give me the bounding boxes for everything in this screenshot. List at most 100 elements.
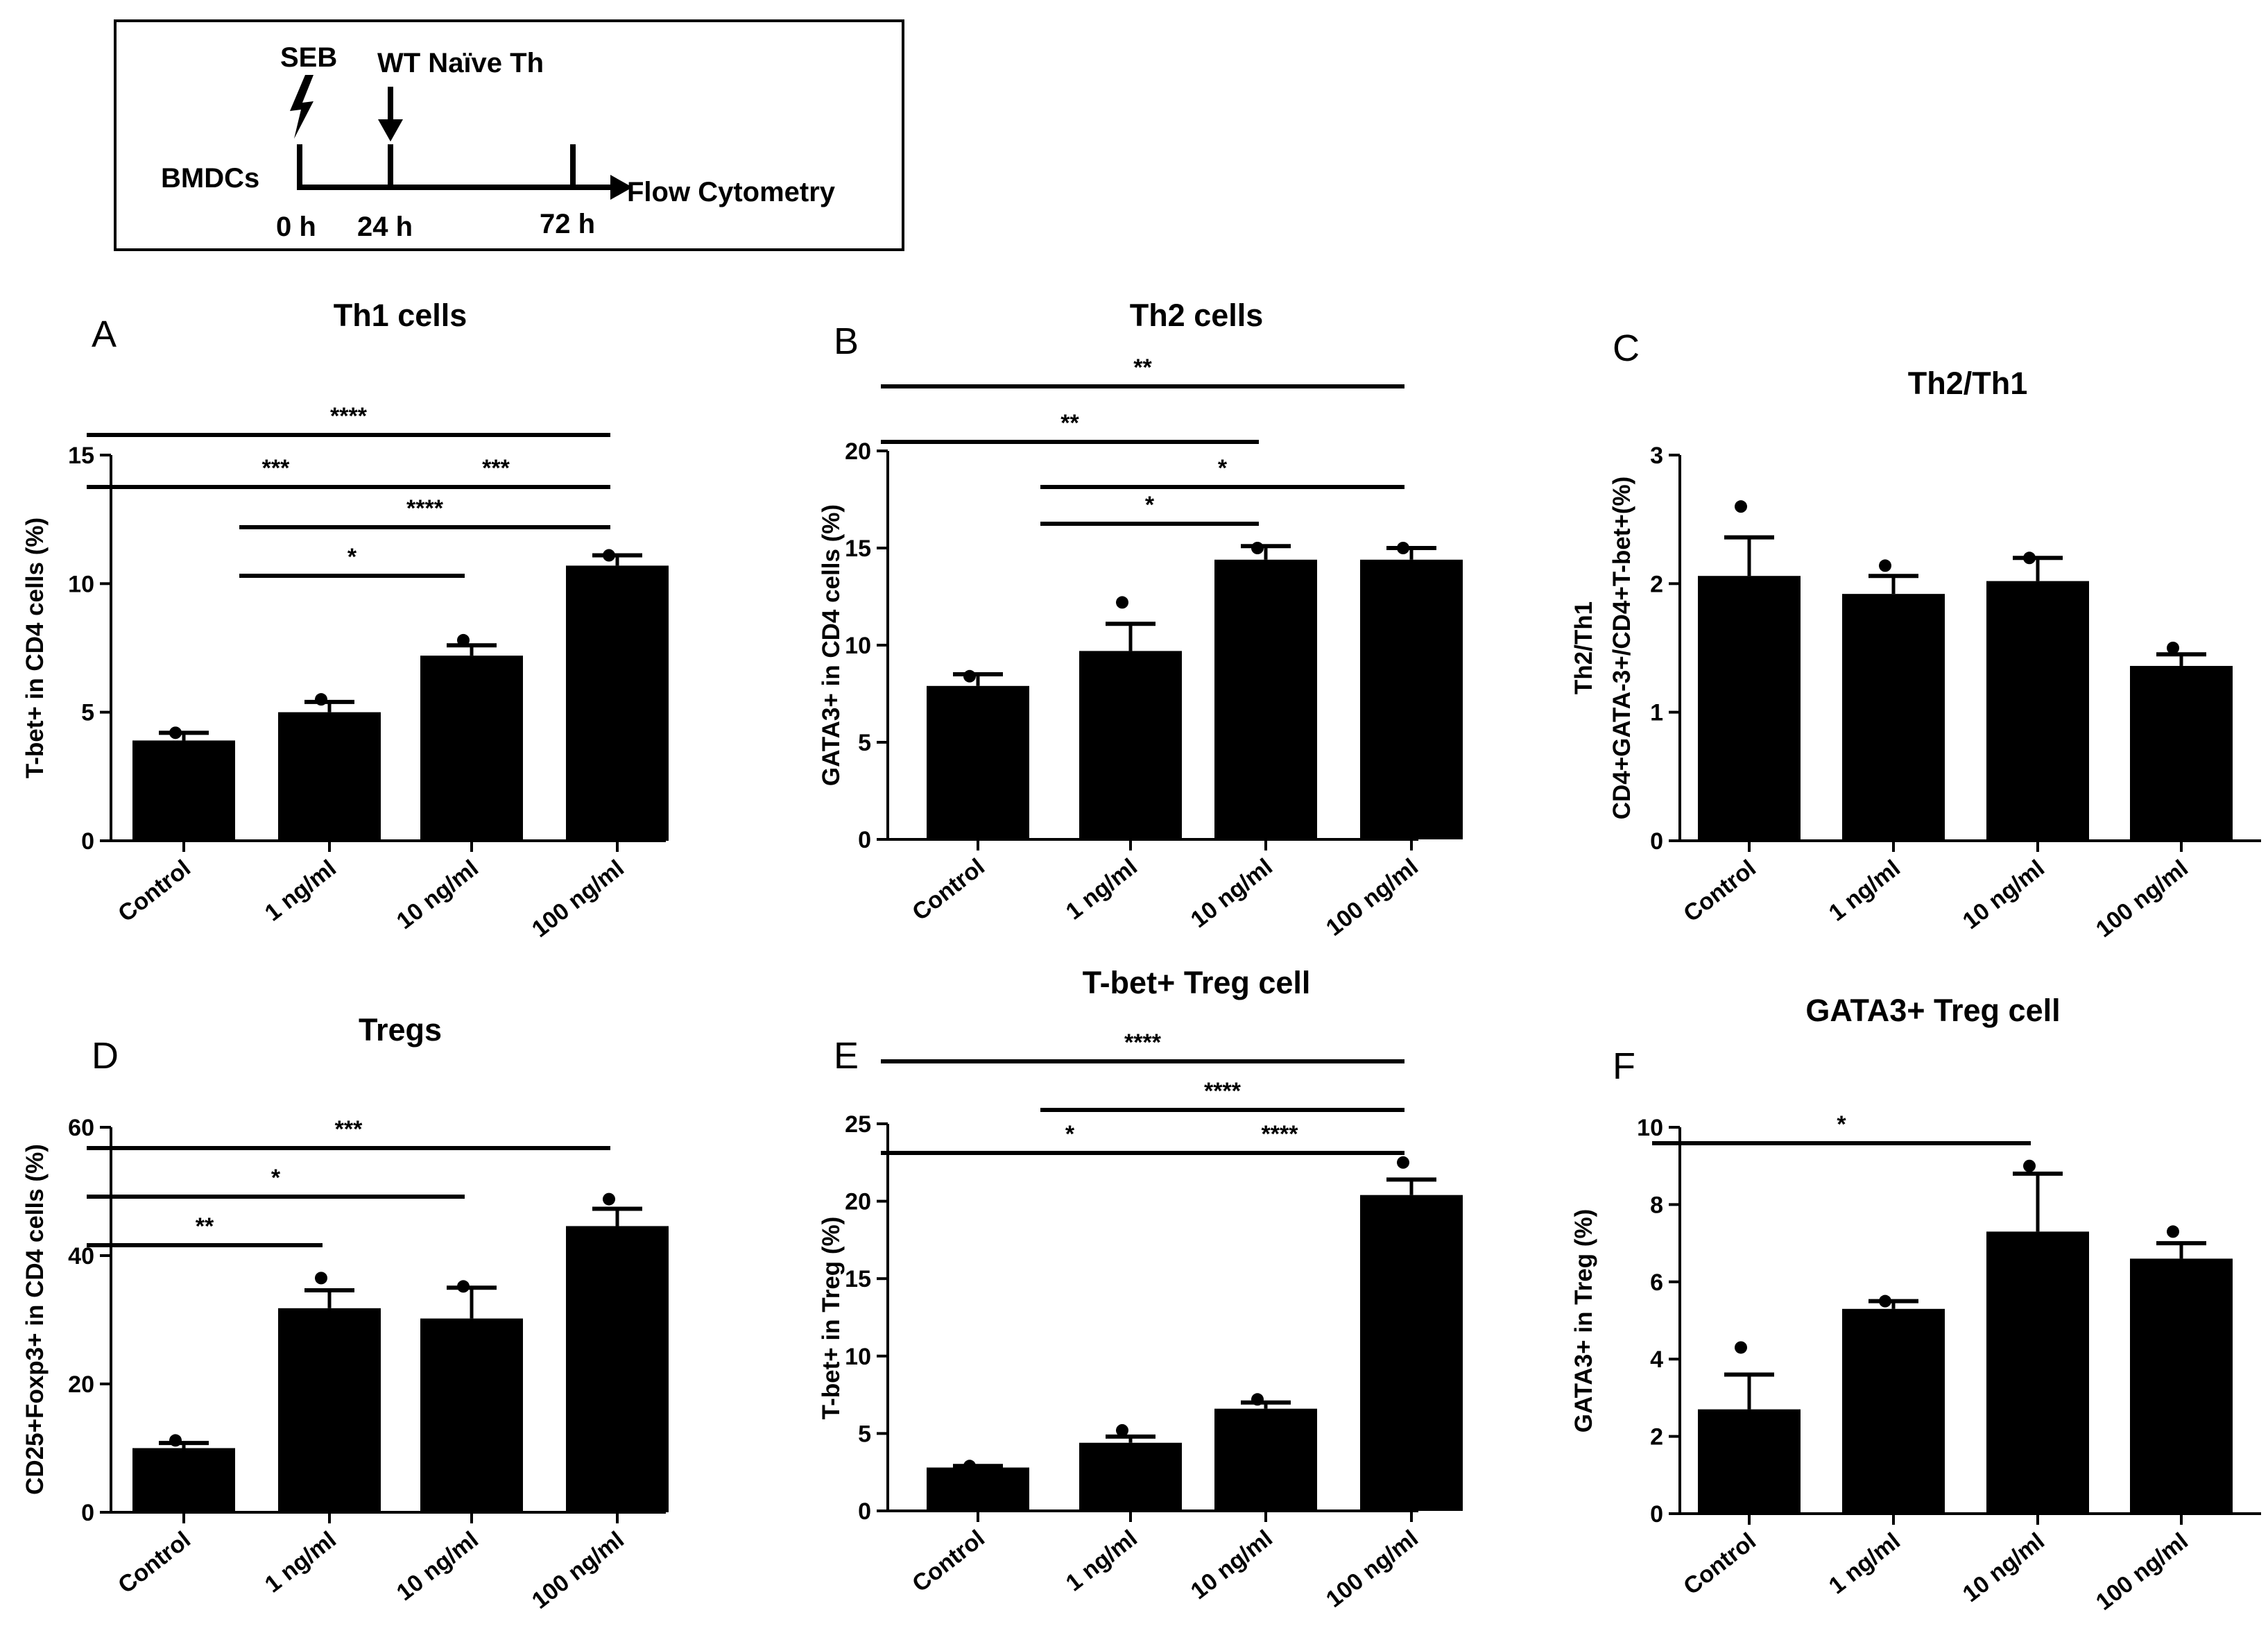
significance-label: ****	[1124, 1029, 1162, 1056]
significance-label: *	[347, 544, 357, 570]
category-label: 10 ng/ml	[392, 1526, 483, 1606]
bar	[1079, 651, 1182, 839]
significance-label: *	[271, 1165, 281, 1191]
bar	[1360, 559, 1463, 839]
bar	[2130, 665, 2233, 841]
category-label: 10 ng/ml	[392, 855, 483, 934]
data-point	[1251, 542, 1264, 554]
y-tick-label: 0	[1650, 1501, 1663, 1528]
y-tick-label: 10	[845, 633, 871, 659]
data-point	[2167, 642, 2179, 654]
bar	[1214, 559, 1317, 839]
data-point	[315, 1272, 327, 1285]
category-label: 100 ng/ml	[527, 1526, 629, 1614]
y-tick-label: 20	[68, 1371, 94, 1398]
chart-panel-e: E T-bet+ Treg cell 0 5 10 15 20 25 T-bet+ in Tre…	[818, 965, 1463, 1613]
category-label: 1 ng/ml	[260, 855, 341, 926]
chart-panel-c: C Th2/Th1 0 1 2 3 Th2/Th1 CD4+GATA-3+/CD4+T-bet…	[1570, 327, 2261, 943]
data-point	[2167, 1225, 2179, 1238]
significance-label: ***	[482, 455, 510, 481]
y-tick-label: 20	[845, 1189, 871, 1215]
panel-label: D	[92, 1035, 119, 1077]
panel-label: E	[834, 1035, 859, 1077]
bar	[1698, 576, 1801, 841]
significance-label: ****	[1262, 1121, 1299, 1147]
y-tick-label: 2	[1650, 1424, 1663, 1451]
timeline-24h: 24 h	[357, 212, 413, 242]
significance-label: *	[1218, 455, 1228, 481]
y-tick-label: 0	[858, 1498, 871, 1525]
bar	[420, 1318, 523, 1512]
bar	[566, 1226, 669, 1512]
timeline-72h: 72 h	[540, 209, 595, 239]
chart-title: GATA3+ Treg cell	[1805, 993, 2060, 1028]
data-point	[603, 1192, 615, 1206]
data-point	[1879, 559, 1891, 572]
chart-panel-a: A Th1 cells 0 5 10 15 T-bet+ in CD4 cells (%) C…	[22, 298, 669, 943]
y-axis-label-secondary: CD4+GATA-3+/CD4+T-bet+(%)	[1608, 477, 1635, 820]
y-axis-label: GATA3+ in Treg (%)	[1570, 1209, 1597, 1433]
category-label: Control	[113, 1526, 196, 1598]
data-point	[457, 1280, 470, 1293]
bar	[927, 1467, 1029, 1511]
significance-label: ****	[406, 495, 444, 522]
category-label: Control	[113, 855, 196, 927]
chart-title: Tregs	[359, 1012, 442, 1047]
y-tick-label: 60	[68, 1115, 94, 1141]
category-label: 1 ng/ml	[260, 1526, 341, 1598]
bar	[1698, 1409, 1801, 1514]
y-tick-label: 4	[1650, 1346, 1663, 1373]
panel-label: C	[1613, 327, 1640, 369]
significance-label: ****	[330, 403, 368, 429]
y-tick-label: 15	[845, 1266, 871, 1292]
chart-title: T-bet+ Treg cell	[1083, 965, 1311, 1000]
data-point	[2023, 551, 2036, 565]
data-point	[963, 669, 976, 683]
lightning-icon	[290, 75, 313, 139]
category-label: Control	[907, 1525, 990, 1597]
y-tick-label: 10	[1637, 1115, 1663, 1141]
data-point	[1116, 596, 1128, 609]
panel-label: F	[1613, 1045, 1635, 1087]
chart-title: Th1 cells	[334, 298, 467, 333]
y-tick-label: 25	[845, 1111, 871, 1138]
y-tick-label: 5	[858, 1421, 871, 1447]
y-tick-label: 0	[858, 827, 871, 853]
y-axis-label: CD25+Foxp3+ in CD4 cells (%)	[22, 1144, 49, 1495]
data-point	[1397, 542, 1409, 554]
y-tick-label: 20	[845, 438, 871, 465]
y-axis-label: T-bet+ in CD4 cells (%)	[22, 518, 49, 778]
bar	[1360, 1195, 1463, 1511]
bar	[1986, 1231, 2089, 1514]
significance-label: *	[1065, 1121, 1075, 1147]
category-label: 1 ng/ml	[1061, 1525, 1142, 1596]
bar	[566, 565, 669, 841]
category-label: Control	[907, 853, 990, 925]
chart-title: Th2 cells	[1130, 298, 1264, 333]
chart-title: Th2/Th1	[1908, 366, 2028, 401]
data-point	[1879, 1294, 1891, 1308]
timeline-seb: SEB	[280, 42, 337, 73]
category-label: 1 ng/ml	[1824, 855, 1905, 926]
bar	[1842, 594, 1945, 841]
y-tick-label: 10	[68, 571, 94, 597]
bar	[2130, 1258, 2233, 1514]
chart-panel-b: B Th2 cells 0 5 10 15 20 GATA3+ in CD4 cells (%…	[818, 298, 1463, 941]
significance-label: **	[1133, 354, 1152, 381]
timeline-arrowhead	[610, 175, 633, 200]
panel-label: A	[92, 314, 117, 355]
bar	[132, 740, 235, 841]
y-axis-label: Th2/Th1	[1570, 601, 1597, 694]
chart-panel-f: F GATA3+ Treg cell 0 2 4 6 8 10 GATA3+ in Treg (…	[1570, 993, 2261, 1616]
y-tick-label: 0	[81, 1500, 94, 1526]
data-point	[457, 633, 470, 647]
category-label: 100 ng/ml	[527, 855, 629, 943]
timeline-bmdcs: BMDCs	[161, 163, 259, 194]
y-tick-label: 15	[845, 536, 871, 562]
data-point	[963, 1460, 976, 1473]
panel-label: B	[834, 320, 859, 362]
category-label: Control	[1678, 1528, 1761, 1600]
data-point	[1251, 1393, 1264, 1406]
category-label: Control	[1678, 855, 1761, 927]
category-label: 1 ng/ml	[1824, 1528, 1905, 1599]
